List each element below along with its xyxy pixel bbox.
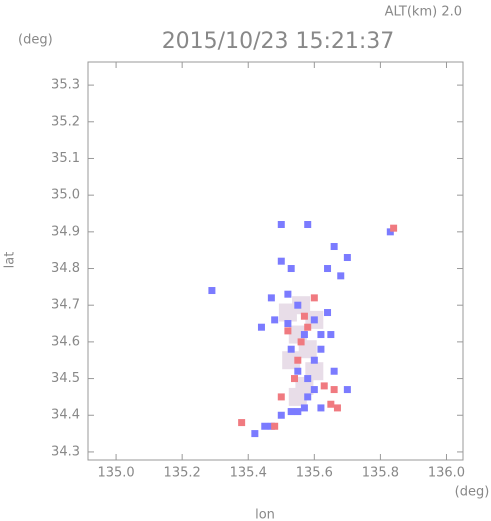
data-point [386,228,394,236]
data-point [287,408,295,416]
data-point [327,400,335,408]
data-point [208,287,216,295]
x-unit: (deg) [455,485,490,500]
data-point [257,323,265,331]
plot-frame [87,61,464,461]
data-point [330,243,338,251]
data-point [284,320,292,328]
y-tick-label: 35.2 [51,114,80,129]
data-point [324,265,332,273]
data-point [320,382,328,390]
data-point [261,422,269,430]
data-point [294,408,302,416]
data-point [277,393,285,401]
data-point [282,351,301,370]
y-tick-label: 34.7 [51,298,80,313]
data-point [271,422,279,430]
data-point [277,411,285,419]
x-axis-label: lon [255,508,275,521]
y-tick-label: 34.5 [51,371,80,386]
data-point [294,301,302,309]
data-point [251,430,259,438]
data-point [300,404,308,412]
data-point [330,367,338,375]
x-tick-label: 135.0 [97,466,134,481]
data-point [304,221,312,229]
data-point [300,331,308,339]
data-point [284,290,292,298]
data-point [304,375,312,383]
data-point [238,419,246,427]
data-point [337,272,345,280]
data-point [294,367,302,375]
x-tick-label: 135.8 [362,466,399,481]
data-point [333,404,341,412]
data-point [317,345,325,353]
altitude-label: ALT(km) 2.0 [385,5,462,20]
data-point [277,221,285,229]
data-point [310,316,318,324]
data-point [290,375,298,383]
y-tick-label: 34.4 [51,408,80,423]
data-point [390,224,398,232]
data-point [343,254,351,262]
data-point [287,265,295,273]
x-tick-label: 135.6 [296,466,333,481]
x-tick-label: 136.0 [428,466,465,481]
data-point [317,331,325,339]
x-tick-label: 135.4 [230,466,267,481]
data-point [267,294,275,302]
data-point [300,312,308,320]
data-point [304,393,312,401]
data-point [297,338,305,346]
chart-title: 2015/10/23 15:21:37 [162,29,395,54]
data-point [310,294,318,302]
y-axis-label: lat [3,252,18,269]
data-point [288,387,307,406]
data-point [310,386,318,394]
y-tick-label: 35.1 [51,151,80,166]
data-point [330,386,338,394]
data-point [304,323,312,331]
y-tick-label: 35.0 [51,188,80,203]
x-tick-label: 135.2 [164,466,201,481]
y-tick-label: 34.3 [51,444,80,459]
data-point [343,386,351,394]
y-tick-label: 35.3 [51,78,80,93]
data-point [324,309,332,317]
data-point [327,331,335,339]
y-unit: (deg) [18,33,53,48]
y-tick-label: 34.9 [51,224,80,239]
y-tick-label: 34.8 [51,261,80,276]
data-point [310,356,318,364]
data-point [287,345,295,353]
y-tick-label: 34.6 [51,334,80,349]
data-point [271,316,279,324]
data-point [317,404,325,412]
data-point [284,327,292,335]
data-point [294,356,302,364]
data-point [277,257,285,265]
